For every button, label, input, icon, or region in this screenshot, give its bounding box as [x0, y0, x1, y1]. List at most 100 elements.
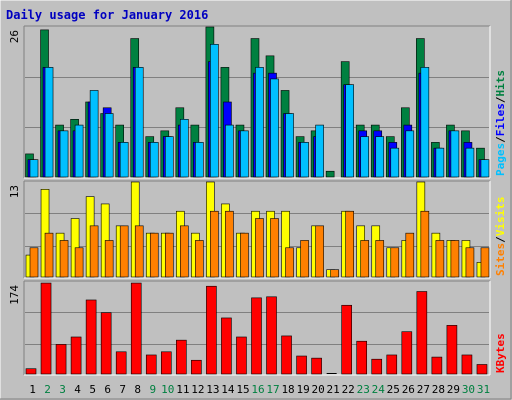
- bar-sites-day-19: [300, 240, 309, 278]
- bar-kbytes-day-11: [176, 339, 187, 375]
- legend-item-2: Visits: [494, 197, 507, 237]
- day-label-29: 29: [447, 383, 460, 396]
- bar-sites-day-14: [225, 210, 234, 278]
- bar-pages-day-14: [225, 124, 234, 178]
- x-axis-day-labels: 1 2 3 4 5 6 7 8 9 10 11 12 13 14 15 16 17 18 19 20 21 22 23 24 2…: [29, 383, 490, 396]
- bar-sites-day-31: [480, 247, 490, 278]
- legend-item-0: Sites: [494, 243, 507, 276]
- bar-kbytes-day-2: [40, 282, 52, 375]
- bar-pages-day-11: [180, 119, 189, 178]
- day-label-25: 25: [387, 383, 400, 396]
- bar-kbytes-day-1: [25, 368, 37, 375]
- bar-pages-day-7: [119, 142, 129, 178]
- day-label-7: 7: [119, 383, 126, 396]
- bar-sites-day-30: [465, 247, 475, 278]
- bar-sites-day-20: [315, 225, 324, 278]
- bar-kbytes-day-15: [236, 336, 247, 375]
- day-label-20: 20: [312, 383, 325, 396]
- legend-item-0: KBytes: [494, 333, 507, 373]
- day-label-14: 14: [221, 383, 235, 396]
- bar-pages-day-18: [285, 113, 294, 178]
- legend-item-1: /: [494, 236, 507, 243]
- day-label-2: 2: [44, 383, 51, 396]
- bar-sites-day-7: [119, 225, 129, 278]
- bar-hits-day-21: [325, 170, 335, 178]
- bar-sites-day-10: [164, 232, 174, 278]
- day-label-4: 4: [74, 383, 81, 396]
- bar-kbytes-day-3: [55, 344, 67, 375]
- bar-sites-day-12: [195, 240, 204, 278]
- bar-pages-day-3: [59, 130, 69, 178]
- bar-pages-day-22: [345, 84, 354, 178]
- legend-item-3: /: [494, 96, 507, 103]
- bar-pages-day-20: [315, 124, 324, 178]
- bar-kbytes-day-19: [296, 355, 307, 375]
- bar-sites-day-25: [390, 247, 400, 278]
- bar-kbytes-day-14: [221, 317, 232, 375]
- day-label-28: 28: [432, 383, 445, 396]
- day-label-3: 3: [59, 383, 66, 396]
- bar-pages-day-25: [390, 147, 400, 178]
- legend-item-0: Pages: [494, 143, 507, 176]
- bar-kbytes-day-5: [85, 299, 97, 375]
- bar-kbytes-day-20: [311, 357, 322, 375]
- bar-sites-day-13: [210, 210, 219, 278]
- bar-sites-day-24: [375, 240, 385, 278]
- bar-pages-day-15: [240, 130, 249, 178]
- bar-pages-day-5: [89, 90, 99, 178]
- bar-kbytes-day-4: [70, 336, 82, 375]
- bar-pages-day-13: [210, 44, 219, 178]
- bar-sites-day-23: [360, 240, 370, 278]
- bar-sites-day-15: [240, 232, 249, 278]
- bar-kbytes-day-31: [476, 364, 488, 375]
- bar-sites-day-21: [330, 269, 339, 278]
- bar-pages-day-26: [405, 130, 415, 178]
- day-label-12: 12: [191, 383, 204, 396]
- bar-kbytes-day-18: [281, 335, 292, 375]
- bar-sites-day-18: [285, 247, 294, 278]
- day-label-17: 17: [266, 383, 279, 396]
- legend-item-1: /: [494, 136, 507, 143]
- bar-kbytes-day-22: [341, 304, 352, 375]
- bar-kbytes-day-26: [401, 331, 413, 375]
- bar-sites-day-5: [89, 225, 99, 278]
- day-label-13: 13: [206, 383, 219, 396]
- bar-sites-day-28: [435, 240, 445, 278]
- day-label-22: 22: [342, 383, 355, 396]
- bar-pages-day-12: [195, 142, 204, 178]
- legend-item-4: Hits: [494, 70, 507, 97]
- bar-kbytes-day-12: [191, 359, 202, 375]
- day-label-26: 26: [402, 383, 415, 396]
- bar-pages-day-6: [104, 113, 114, 178]
- day-label-6: 6: [104, 383, 111, 396]
- panel-visits-sites: 13 Sites/Visits: [8, 180, 507, 279]
- bar-pages-day-8: [134, 67, 144, 178]
- day-label-21: 21: [327, 383, 340, 396]
- y-max-label: 13: [8, 185, 21, 198]
- bar-pages-day-4: [74, 124, 84, 178]
- bar-pages-day-31: [480, 159, 490, 178]
- bar-kbytes-day-28: [431, 356, 443, 375]
- bar-sites-day-4: [74, 247, 84, 278]
- day-label-1: 1: [29, 383, 36, 396]
- bar-kbytes-day-9: [145, 354, 157, 375]
- bar-pages-day-1: [29, 159, 39, 178]
- day-label-10: 10: [161, 383, 174, 396]
- legend: Sites/Visits: [494, 197, 507, 277]
- bar-pages-day-19: [300, 142, 309, 178]
- bar-sites-day-8: [134, 225, 144, 278]
- bar-kbytes-day-21: [326, 373, 337, 374]
- bar-kbytes-day-6: [100, 312, 112, 375]
- day-label-15: 15: [236, 383, 249, 396]
- bar-kbytes-day-30: [461, 354, 473, 375]
- day-label-23: 23: [357, 383, 370, 396]
- day-label-30: 30: [462, 383, 475, 396]
- day-label-8: 8: [134, 383, 141, 396]
- bar-kbytes-day-16: [251, 297, 262, 375]
- bar-sites-day-22: [345, 210, 354, 278]
- bar-sites-day-29: [450, 240, 460, 278]
- bar-pages-day-10: [164, 136, 174, 178]
- bar-kbytes-day-25: [386, 354, 398, 375]
